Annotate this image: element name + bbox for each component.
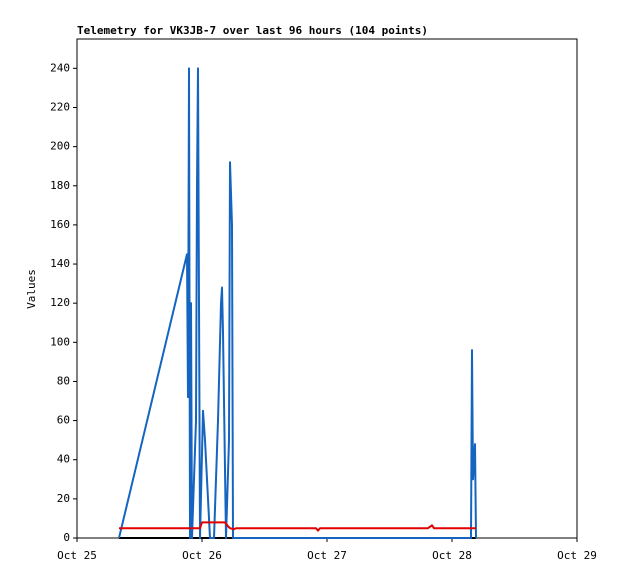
x-tick-label: Oct 27: [307, 549, 347, 562]
x-tick-label: Oct 26: [182, 549, 222, 562]
y-tick-label: 60: [57, 414, 70, 427]
y-axis-label: Values: [25, 269, 38, 309]
y-tick-label: 180: [50, 179, 70, 192]
y-tick-label: 80: [57, 374, 70, 387]
chart-title: Telemetry for VK3JB-7 over last 96 hours…: [77, 24, 428, 37]
series-line: [119, 521, 476, 532]
y-tick-label: 120: [50, 296, 70, 309]
x-tick-label: Oct 28: [432, 549, 472, 562]
x-tick-label: Oct 25: [57, 549, 97, 562]
y-tick-label: 160: [50, 218, 70, 231]
y-tick-label: 40: [57, 453, 70, 466]
y-tick-label: 140: [50, 257, 70, 270]
y-tick-label: 100: [50, 335, 70, 348]
y-tick-label: 220: [50, 100, 70, 113]
y-tick-label: 20: [57, 492, 70, 505]
y-tick-label: 0: [63, 531, 70, 544]
x-tick-label: Oct 29: [557, 549, 597, 562]
y-tick-label: 200: [50, 140, 70, 153]
y-tick-label: 240: [50, 61, 70, 74]
series-line: [118, 67, 477, 539]
